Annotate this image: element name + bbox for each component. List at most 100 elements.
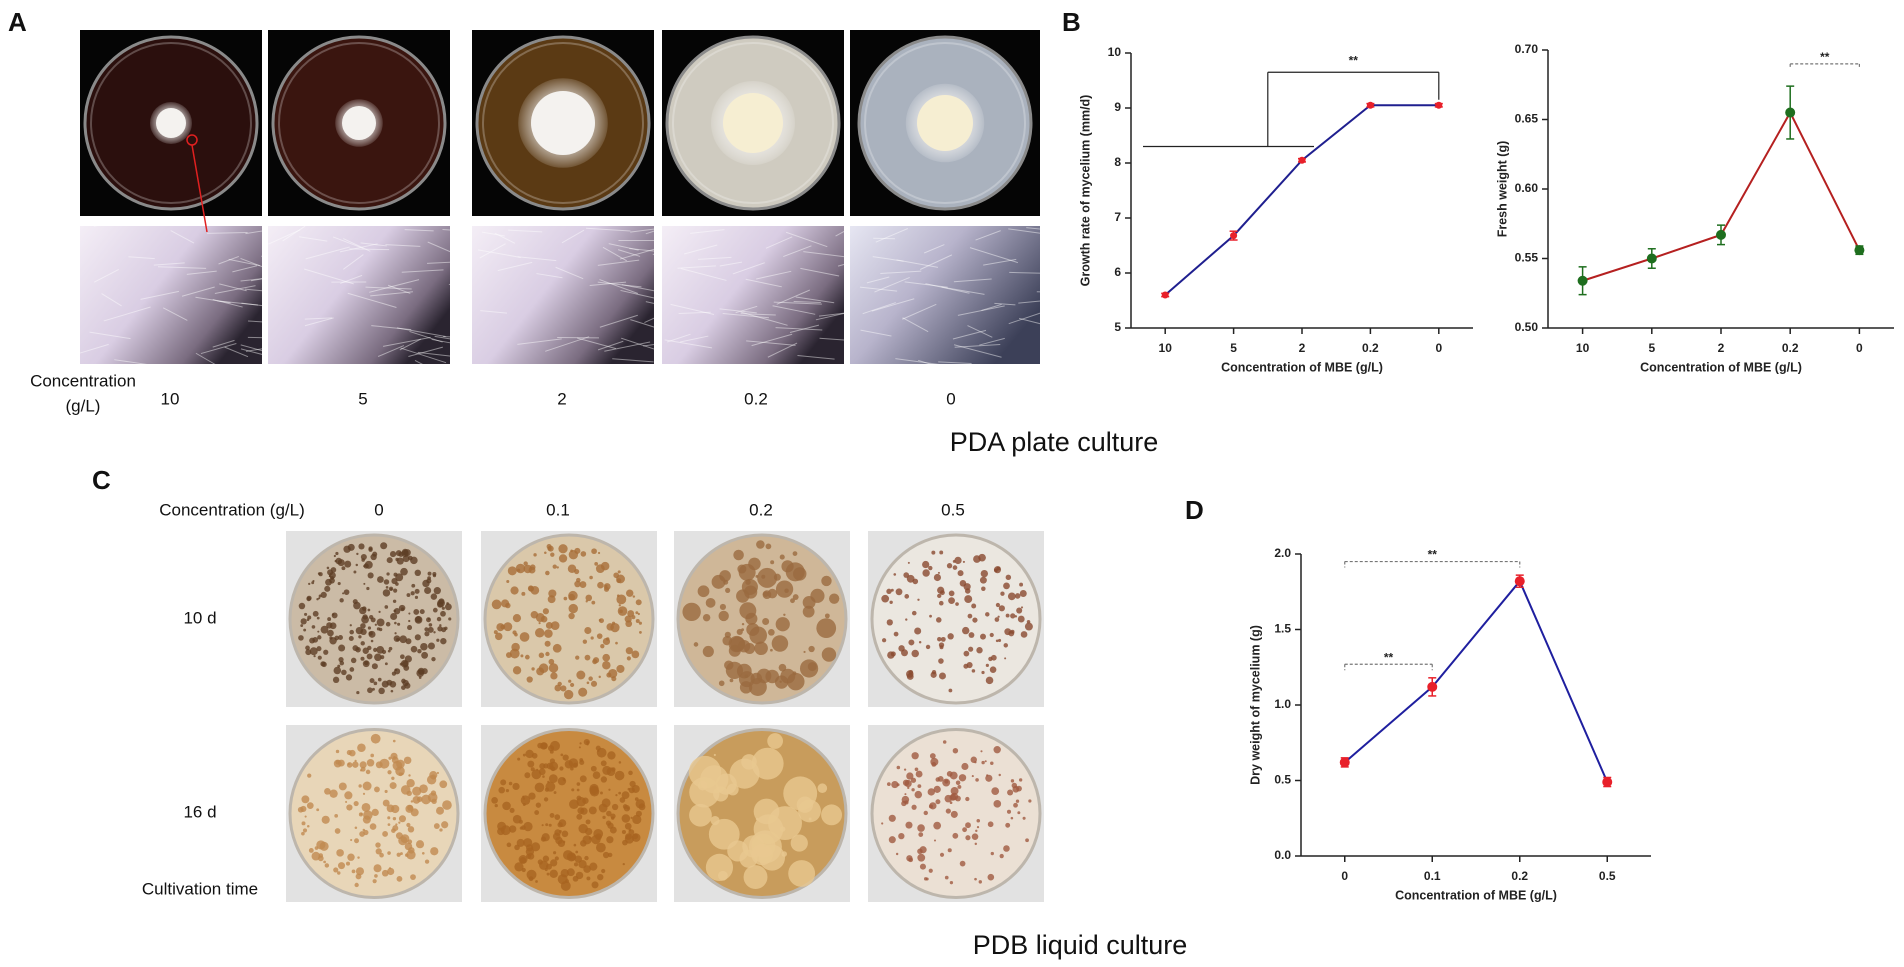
- pellet: [980, 569, 989, 578]
- pellet: [384, 605, 389, 609]
- pellet: [918, 640, 922, 644]
- pellet: [554, 684, 562, 692]
- pellet: [552, 564, 557, 569]
- data-point: [1514, 576, 1525, 587]
- data-point: [1854, 245, 1865, 256]
- pellet: [369, 678, 375, 684]
- hypha: [497, 261, 533, 272]
- pellet: [946, 771, 953, 777]
- pellet: [395, 823, 398, 826]
- pellet: [369, 823, 377, 830]
- pellet: [500, 624, 506, 630]
- pellet: [759, 844, 786, 871]
- pellet: [358, 543, 365, 550]
- hypha: [740, 311, 788, 326]
- pellet: [911, 804, 917, 810]
- concentration-value: 10: [161, 389, 180, 408]
- hypha: [387, 284, 411, 294]
- pellet: [407, 839, 413, 845]
- pellet: [606, 836, 614, 844]
- concentration-label: (g/L): [66, 396, 101, 415]
- pellet: [516, 838, 525, 847]
- pellet: [553, 851, 557, 855]
- pellet: [990, 654, 997, 661]
- pellet: [524, 772, 531, 779]
- hypha: [677, 265, 716, 269]
- pellet: [1010, 613, 1016, 619]
- pellet: [568, 593, 576, 601]
- pellet: [631, 833, 641, 842]
- pellet: [945, 808, 951, 814]
- pellet: [976, 818, 981, 823]
- pellet: [588, 676, 593, 681]
- pellet: [560, 753, 564, 757]
- hypha: [767, 342, 798, 358]
- x-tick-label: 2: [1718, 341, 1725, 355]
- pellet: [779, 680, 782, 683]
- pellet: [509, 648, 520, 659]
- pellet: [323, 860, 326, 864]
- pellet: [602, 765, 612, 775]
- pellet: [305, 649, 312, 656]
- pellet: [955, 780, 961, 786]
- y-tick-label: 0.50: [1515, 320, 1539, 334]
- hypha: [902, 317, 929, 333]
- pellet: [713, 753, 716, 757]
- pellet: [741, 754, 757, 770]
- hypha: [232, 265, 258, 273]
- hypha: [1018, 317, 1060, 330]
- pellet: [607, 751, 616, 760]
- pellet: [338, 657, 344, 663]
- pellet: [400, 852, 403, 856]
- pellet: [426, 775, 437, 785]
- pellet: [907, 786, 910, 790]
- hypha: [181, 286, 215, 297]
- x-tick-label: 0.5: [1599, 869, 1616, 883]
- pellet: [582, 639, 588, 644]
- pellet: [626, 807, 630, 810]
- pellet: [942, 740, 947, 744]
- pellet: [311, 625, 316, 629]
- hypha: [360, 242, 387, 247]
- pellet: [757, 567, 778, 588]
- hypha: [680, 267, 727, 281]
- pellet: [545, 651, 550, 657]
- hypha: [619, 245, 668, 260]
- hypha: [630, 319, 666, 332]
- pellet: [531, 752, 538, 759]
- hypha: [400, 347, 447, 364]
- pellet: [998, 605, 1005, 612]
- pellet: [549, 761, 559, 771]
- concentration-value: 0.1: [546, 500, 570, 519]
- pellet: [929, 802, 937, 810]
- pellet: [933, 839, 937, 842]
- pellet: [341, 566, 346, 571]
- pellet: [1007, 789, 1014, 796]
- pellet: [358, 635, 362, 639]
- pellet: [531, 667, 535, 671]
- pellet: [947, 633, 954, 640]
- pellet: [928, 868, 933, 873]
- pellet: [514, 632, 518, 637]
- pellet: [317, 635, 322, 640]
- pellet: [927, 788, 935, 796]
- pellet: [573, 862, 579, 867]
- pellet: [808, 817, 812, 821]
- pellet: [938, 600, 944, 606]
- pellet: [596, 633, 603, 639]
- pellet: [546, 872, 550, 876]
- pellet: [639, 631, 642, 634]
- pellet: [1000, 591, 1005, 596]
- pellet: [377, 576, 384, 583]
- colony: [723, 93, 783, 153]
- hypha: [217, 300, 259, 306]
- hypha: [698, 256, 732, 260]
- pellet: [398, 604, 406, 612]
- hypha: [332, 236, 364, 249]
- pellet: [559, 766, 564, 771]
- pellet: [329, 571, 336, 579]
- hypha: [228, 258, 260, 267]
- pellet: [542, 855, 550, 862]
- pellet: [914, 790, 923, 799]
- pellet: [579, 775, 587, 783]
